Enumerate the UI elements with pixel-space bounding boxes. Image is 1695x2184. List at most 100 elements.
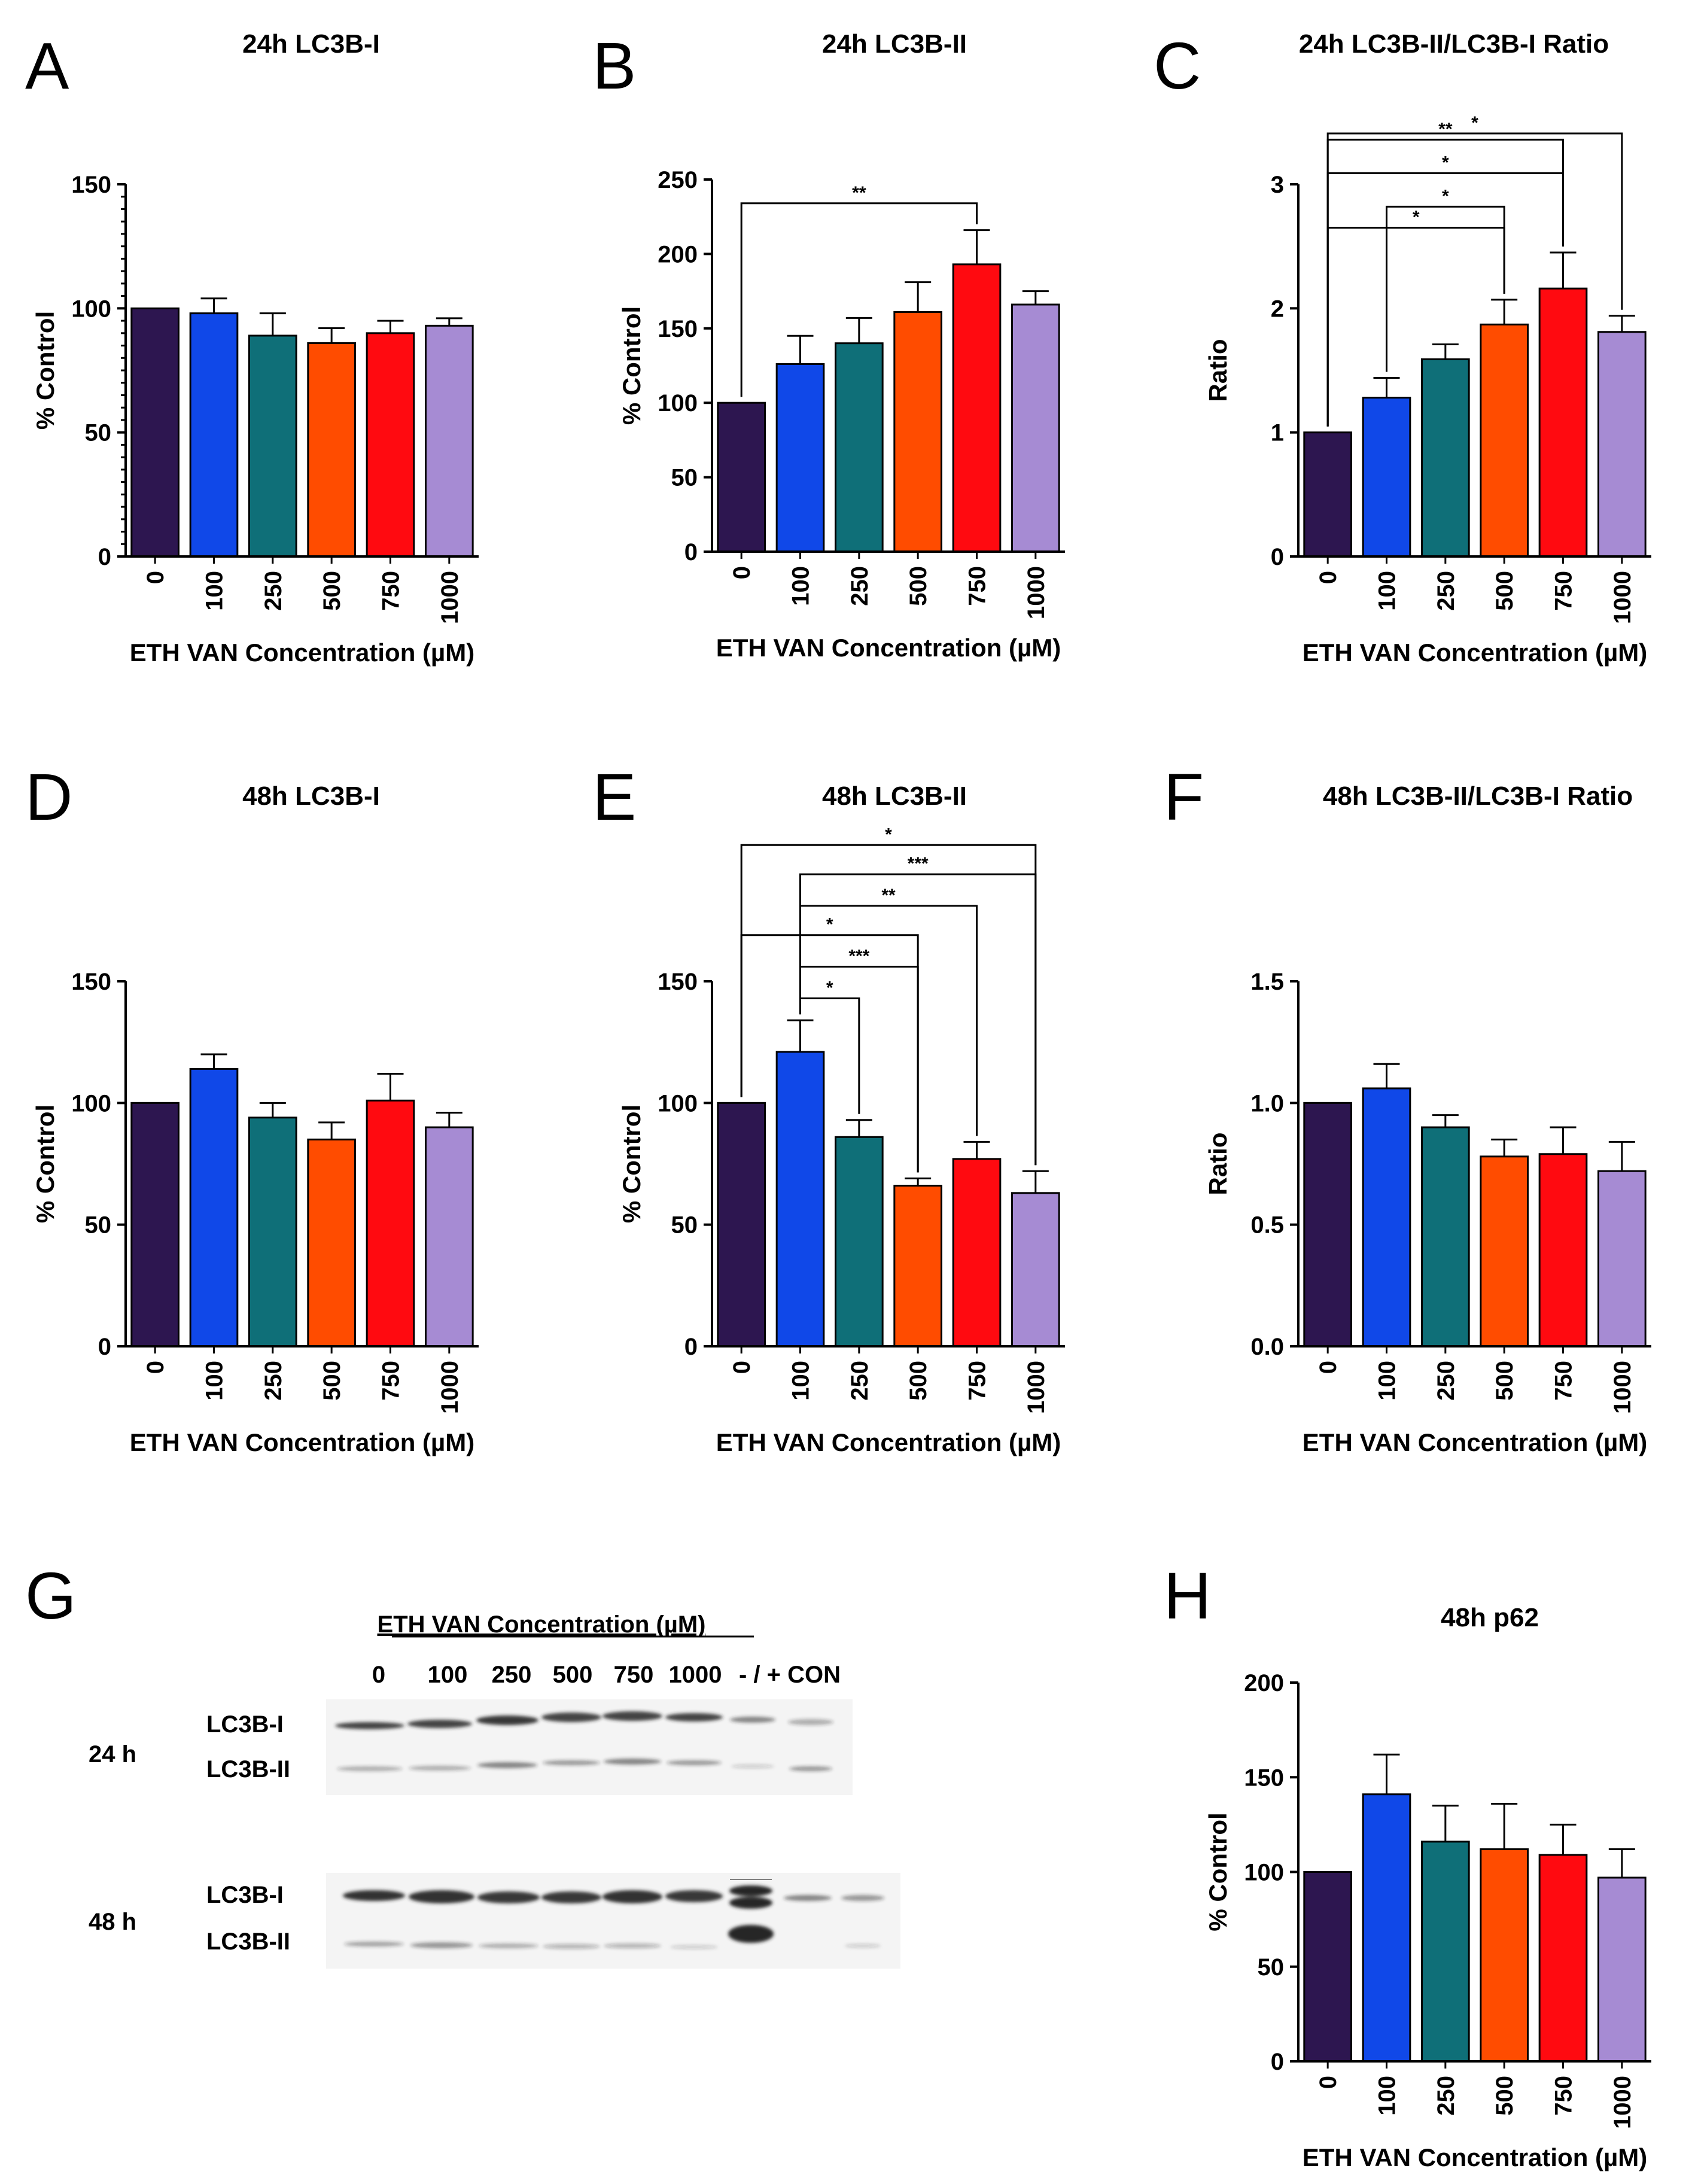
chart-panel-h: 48h p62 0 50 100 150 200 0 100 250 500 750 1000 ETH … — [1204, 1603, 1651, 2171]
chart-panel-c: 24h LC3B-II/LC3B-I Ratio 0 1 2 3 0 100 250 500 75… — [1204, 29, 1651, 667]
y-tick-label: 0 — [1271, 2049, 1284, 2075]
bar — [1538, 1854, 1588, 2063]
y-axis-label: Ratio — [1204, 1133, 1232, 1196]
bar — [1538, 287, 1588, 558]
y-tick-label: 1.0 — [1250, 1090, 1284, 1117]
y-axis-label: % Control — [31, 311, 59, 430]
x-tick-label: 100 — [1374, 571, 1401, 611]
significance-label: * — [1471, 113, 1478, 133]
x-tick-label: 1000 — [1609, 2076, 1636, 2129]
x-tick-label: 500 — [1492, 571, 1518, 611]
panel-letter-d: D — [25, 761, 72, 834]
blot-controls-label: - / + CON — [739, 1662, 841, 1688]
blot-time-48h: 48 h — [89, 1909, 136, 1935]
bar — [1480, 323, 1529, 558]
bar — [893, 311, 943, 553]
chart-title: 48h LC3B-II — [822, 781, 967, 811]
bar — [1421, 1841, 1470, 2063]
y-axis-label: % Control — [1204, 1812, 1232, 1931]
x-tick-label: 500 — [905, 566, 932, 606]
significance-label: ** — [881, 886, 896, 905]
y-axis-label: % Control — [617, 306, 646, 425]
panel-letter-h: H — [1164, 1559, 1211, 1633]
y-tick-label: 200 — [1244, 1670, 1284, 1696]
bar — [189, 1067, 239, 1347]
panel-letter-c: C — [1154, 29, 1201, 103]
bar — [952, 263, 1002, 553]
blot-lane-label: 250 — [492, 1662, 532, 1688]
bar — [1538, 1153, 1588, 1347]
bar — [1303, 1871, 1352, 2063]
x-tick-label: 250 — [1433, 571, 1459, 611]
x-axis-label: ETH VAN Concentration (µM) — [716, 1428, 1061, 1456]
x-tick-label: 1000 — [1609, 571, 1636, 624]
blot-lane-label: 1000 — [669, 1662, 722, 1688]
bar — [248, 1117, 297, 1347]
x-tick-label: 0 — [142, 1361, 169, 1374]
chart-title: 24h LC3B-II — [822, 29, 967, 59]
y-tick-label: 0.0 — [1250, 1334, 1284, 1360]
bar — [717, 401, 766, 553]
western-blot-panel: ETH VAN Concentration (µM) 0 100 250 500… — [89, 1611, 900, 1969]
y-tick-label: 0.5 — [1250, 1212, 1284, 1239]
panel-letter-e: E — [592, 761, 636, 834]
bar — [1303, 431, 1352, 558]
chart-panel-a: 24h LC3B-I 0 50 100 150 0 100 250 500 750 1000 ETH … — [31, 29, 479, 667]
y-tick-label: 150 — [658, 316, 698, 342]
blot-lane-label: 100 — [428, 1662, 468, 1688]
y-tick-label: 0 — [98, 544, 111, 570]
bar — [1011, 1192, 1060, 1347]
y-tick-label: 50 — [85, 420, 112, 446]
x-tick-label: 0 — [729, 1361, 755, 1374]
x-tick-label: 100 — [202, 571, 228, 611]
bar — [1597, 1170, 1647, 1347]
blot-band-label: LC3B-I — [206, 1882, 284, 1908]
significance-bracket — [740, 934, 919, 1173]
blot-image-24h — [326, 1699, 853, 1795]
bar — [775, 363, 825, 553]
x-tick-label: 250 — [1433, 1361, 1459, 1401]
panel-letter-b: B — [592, 29, 636, 103]
significance-bracket — [799, 905, 978, 1136]
y-tick-label: 50 — [1258, 1954, 1285, 1981]
y-tick-label: 0 — [684, 539, 698, 565]
x-tick-label: 750 — [378, 571, 404, 611]
y-tick-label: 100 — [71, 1090, 111, 1117]
bar — [717, 1102, 766, 1347]
x-axis-label: ETH VAN Concentration (µM) — [716, 634, 1061, 662]
bar — [1303, 1102, 1352, 1347]
chart-title: 48h LC3B-II/LC3B-I Ratio — [1323, 781, 1633, 811]
x-tick-label: 1000 — [1023, 566, 1049, 619]
bar — [130, 1102, 179, 1347]
y-tick-label: 3 — [1271, 172, 1284, 198]
x-tick-label: 750 — [964, 1361, 991, 1401]
significance-label: * — [826, 915, 833, 935]
y-tick-label: 100 — [658, 390, 698, 416]
y-tick-label: 150 — [1244, 1765, 1284, 1791]
x-tick-label: 1000 — [1023, 1361, 1049, 1414]
blot-header: ETH VAN Concentration (µM) — [378, 1611, 706, 1638]
y-tick-label: 1.5 — [1250, 969, 1284, 995]
bar — [775, 1051, 825, 1347]
bar — [1362, 1793, 1411, 2063]
chart-panel-e: 48h LC3B-II 0 50 100 150 0 100 250 500 750 1000 ETH… — [617, 781, 1065, 1456]
y-tick-label: 1 — [1271, 420, 1284, 446]
x-tick-label: 0 — [1315, 1361, 1341, 1374]
y-tick-label: 50 — [671, 465, 698, 491]
x-tick-label: 250 — [847, 1361, 873, 1401]
x-tick-label: 1000 — [437, 1361, 463, 1414]
significance-label: *** — [908, 854, 929, 874]
x-tick-label: 1000 — [437, 571, 463, 624]
x-axis-label: ETH VAN Concentration (µM) — [1303, 638, 1647, 667]
y-tick-label: 200 — [658, 241, 698, 267]
x-tick-label: 100 — [788, 566, 814, 606]
blot-lane-label: 500 — [553, 1662, 593, 1688]
x-tick-label: 250 — [847, 566, 873, 606]
y-axis-label: % Control — [31, 1105, 59, 1223]
blot-image-48h — [326, 1873, 900, 1969]
blot-band-label: LC3B-II — [206, 1756, 290, 1783]
chart-title: 24h LC3B-II/LC3B-I Ratio — [1299, 29, 1609, 59]
bar — [425, 1126, 474, 1347]
x-tick-label: 750 — [1551, 571, 1577, 611]
x-tick-label: 750 — [378, 1361, 404, 1401]
